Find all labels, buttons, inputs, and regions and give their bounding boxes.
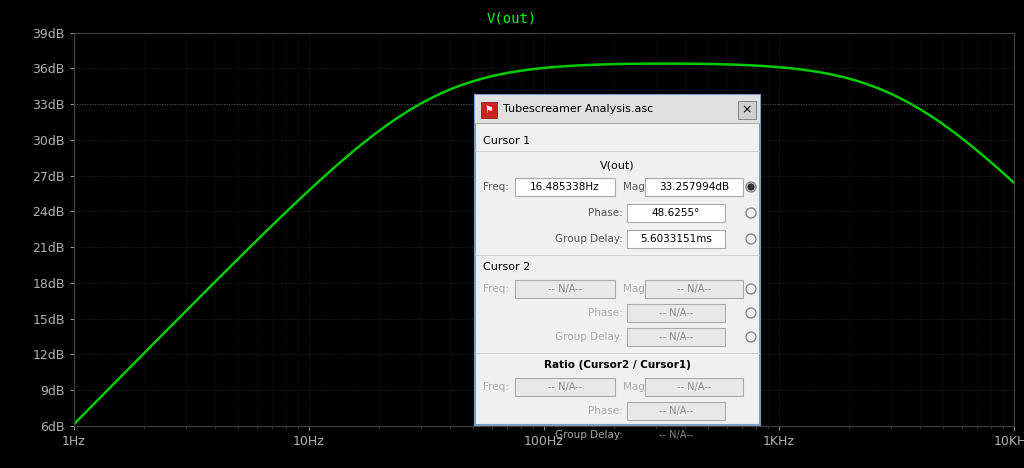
Text: Ratio (Cursor2 / Cursor1): Ratio (Cursor2 / Cursor1) bbox=[544, 360, 691, 370]
Circle shape bbox=[748, 184, 754, 190]
Text: Tubescreamer Analysis.asc: Tubescreamer Analysis.asc bbox=[503, 104, 653, 114]
Text: Cursor 1: Cursor 1 bbox=[483, 136, 530, 146]
Text: V(out): V(out) bbox=[486, 12, 538, 26]
Bar bbox=[481, 102, 497, 118]
Text: Phase:: Phase: bbox=[588, 406, 623, 416]
Text: Group Delay:: Group Delay: bbox=[555, 430, 623, 440]
Text: ×: × bbox=[741, 103, 753, 117]
Text: -- N/A--: -- N/A-- bbox=[658, 430, 693, 440]
Bar bbox=[738, 101, 756, 119]
Bar bbox=[645, 178, 743, 196]
Bar bbox=[515, 378, 615, 396]
Text: Cursor 2: Cursor 2 bbox=[483, 262, 530, 272]
Text: ⚑: ⚑ bbox=[484, 105, 494, 115]
Bar bbox=[515, 178, 615, 196]
Text: Freq:: Freq: bbox=[483, 284, 509, 294]
Bar bbox=[627, 426, 725, 444]
Text: -- N/A--: -- N/A-- bbox=[658, 406, 693, 416]
Text: -- N/A--: -- N/A-- bbox=[677, 284, 711, 294]
Text: 33.257994dB: 33.257994dB bbox=[658, 182, 729, 192]
Text: Phase:: Phase: bbox=[588, 208, 623, 218]
Text: 16.485338Hz: 16.485338Hz bbox=[530, 182, 600, 192]
Bar bbox=[645, 280, 743, 298]
Text: Freq:: Freq: bbox=[483, 182, 509, 192]
Text: 48.6255°: 48.6255° bbox=[652, 208, 700, 218]
Text: Mag:: Mag: bbox=[623, 284, 648, 294]
Bar bbox=[627, 230, 725, 248]
Bar bbox=[627, 204, 725, 222]
Text: -- N/A--: -- N/A-- bbox=[548, 284, 582, 294]
Bar bbox=[475, 95, 760, 123]
Text: 5.6033151ms: 5.6033151ms bbox=[640, 234, 712, 244]
Text: -- N/A--: -- N/A-- bbox=[658, 332, 693, 342]
Text: -- N/A--: -- N/A-- bbox=[677, 382, 711, 392]
Bar bbox=[645, 378, 743, 396]
Bar bbox=[627, 402, 725, 420]
Text: Mag:: Mag: bbox=[623, 382, 648, 392]
Bar bbox=[627, 328, 725, 346]
Text: Freq:: Freq: bbox=[483, 382, 509, 392]
Text: -- N/A--: -- N/A-- bbox=[658, 308, 693, 318]
Text: -- N/A--: -- N/A-- bbox=[548, 382, 582, 392]
Text: Phase:: Phase: bbox=[588, 308, 623, 318]
Bar bbox=[627, 304, 725, 322]
Text: Group Delay:: Group Delay: bbox=[555, 332, 623, 342]
Text: Group Delay:: Group Delay: bbox=[555, 234, 623, 244]
Bar bbox=[515, 280, 615, 298]
Text: Mag:: Mag: bbox=[623, 182, 648, 192]
Text: V(out): V(out) bbox=[600, 160, 635, 170]
